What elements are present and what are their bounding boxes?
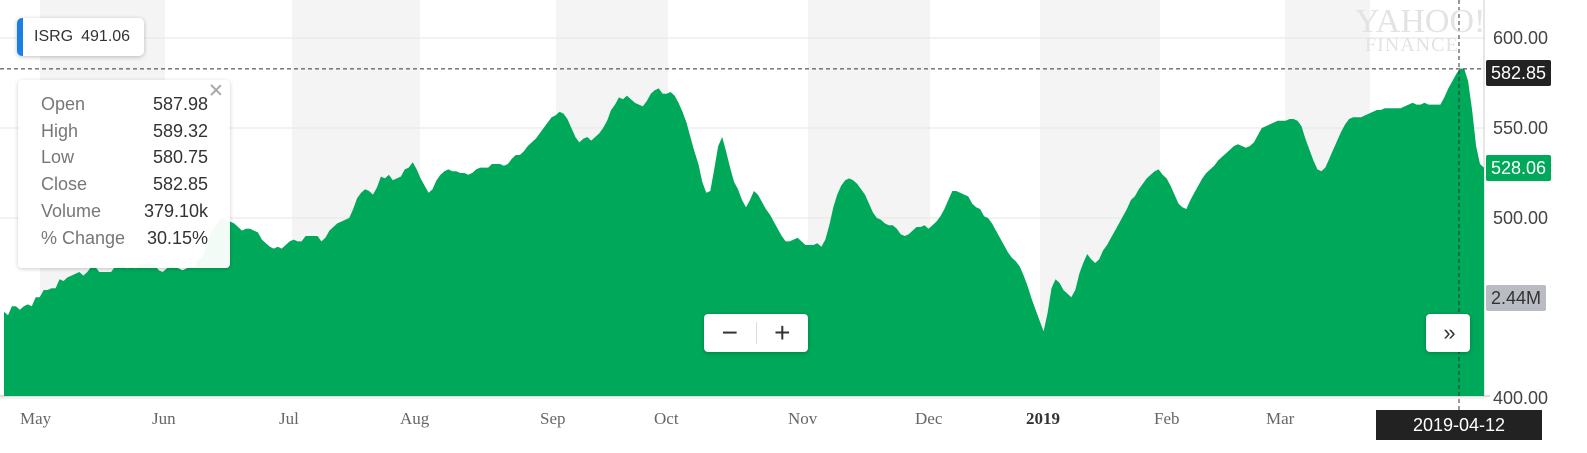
x-tick-label: Dec (915, 409, 943, 428)
scroll-right-button[interactable]: » (1426, 314, 1470, 352)
tooltip-value: 582.85 (152, 174, 208, 194)
tooltip-label: Close (41, 174, 88, 194)
x-tick-label: Oct (654, 409, 679, 428)
legend-symbol: ISRG (34, 28, 74, 45)
price-area (4, 68, 1484, 396)
watermark-line2: FINANCE (1365, 33, 1459, 56)
tooltip-value: 589.32 (152, 121, 208, 141)
x-tick-label: Nov (788, 409, 818, 428)
tooltip-row-close: Close 582.85 (41, 174, 208, 200)
crosshair (0, 0, 1484, 410)
x-tick-label: Aug (400, 409, 430, 428)
y-tick-label: 500.00 (1493, 208, 1548, 228)
watermark-line1: YAHOO! (1355, 3, 1486, 40)
y-tick-label: 600.00 (1493, 28, 1548, 48)
x-tick-label: May (20, 409, 52, 428)
tooltip-label: % Change (41, 228, 126, 248)
x-tick-label: Feb (1154, 409, 1180, 428)
close-icon[interactable] (209, 83, 223, 97)
x-axis-ticks: May Jun Jul Aug Sep Oct Nov Dec 2019 Feb Mar (20, 409, 1295, 428)
yahoo-finance-watermark: YAHOO! FINANCE (1355, 3, 1486, 56)
x-tick-label: Jul (279, 409, 299, 428)
tooltip-value: 587.98 (152, 94, 208, 114)
tooltip-row-high: High 589.32 (41, 121, 208, 147)
zoom-in-button[interactable]: + (774, 317, 791, 348)
tooltip-label: Open (41, 94, 86, 114)
zoom-controls: − + (704, 314, 808, 352)
tooltip-value: 30.15% (146, 228, 208, 248)
zoom-out-button[interactable]: − (721, 317, 738, 348)
tooltip-label: Volume (41, 201, 102, 221)
crosshair-price-label: 582.85 (1486, 60, 1552, 86)
y-axis-ticks: 400.00 500.00 550.00 600.00 (1493, 28, 1548, 408)
tooltip-row-volume: Volume 379.10k (41, 201, 208, 227)
last-price-label: 528.06 (1486, 155, 1552, 181)
tooltip-row-change: % Change 30.15% (41, 228, 208, 254)
legend-value: 491.06 (81, 28, 131, 45)
zoom-divider (755, 322, 757, 344)
tooltip-value: 379.10k (143, 201, 208, 221)
crosshair-date-label: 2019-04-12 (1376, 410, 1542, 440)
x-tick-label: 2019 (1026, 409, 1060, 428)
x-tick-label: Sep (540, 409, 566, 428)
tooltip-row-low: Low 580.75 (41, 147, 208, 173)
legend-color-bar (17, 18, 23, 56)
symbol-legend[interactable]: ISRG 491.06 (17, 18, 145, 56)
y-tick-label: 550.00 (1493, 118, 1548, 138)
tooltip-row-open: Open 587.98 (41, 94, 208, 120)
tooltip-label: High (41, 121, 79, 141)
tooltip-label: Low (41, 147, 75, 167)
ohlc-tooltip: Open 587.98 High 589.32 Low 580.75 Close 582… (18, 80, 230, 268)
x-tick-label: Jun (152, 409, 176, 428)
tooltip-value: 580.75 (152, 147, 208, 167)
y-tick-label: 400.00 (1493, 388, 1548, 408)
volume-max-label: 2.44M (1486, 285, 1547, 311)
x-tick-label: Mar (1266, 409, 1295, 428)
